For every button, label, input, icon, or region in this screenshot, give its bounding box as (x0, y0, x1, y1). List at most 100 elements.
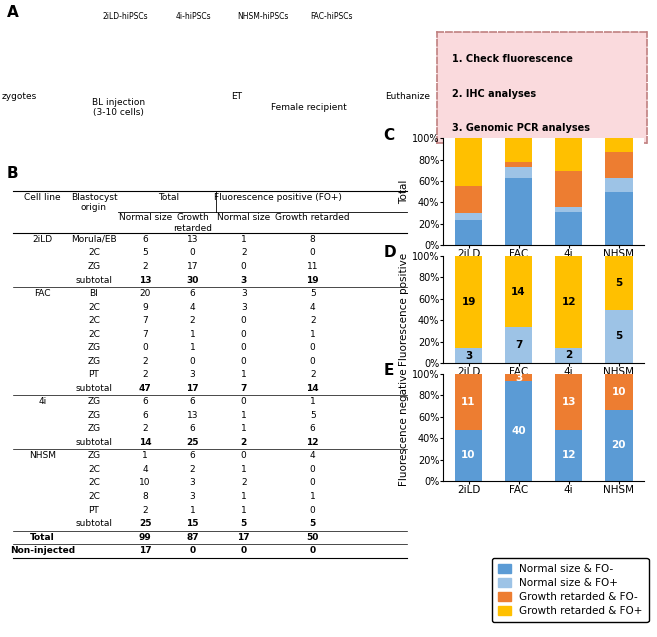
Text: 0: 0 (309, 546, 316, 555)
Text: 4: 4 (310, 452, 315, 461)
Text: 2C: 2C (88, 465, 100, 474)
Text: 13: 13 (187, 235, 198, 244)
Bar (555, 171, 583, 207)
Text: 1. Check fluorescence: 1. Check fluorescence (451, 54, 572, 64)
Text: 2: 2 (143, 370, 148, 379)
Text: 14: 14 (139, 438, 152, 447)
Bar (455, 256, 482, 348)
Text: B: B (7, 166, 18, 181)
Text: ET: ET (231, 92, 242, 101)
Bar (605, 374, 633, 410)
Bar (605, 138, 633, 152)
Text: C: C (384, 127, 394, 143)
Bar (605, 192, 633, 245)
Text: 25: 25 (139, 519, 152, 528)
Text: 6: 6 (143, 397, 148, 406)
Text: 0: 0 (310, 357, 315, 366)
Text: 7: 7 (143, 316, 148, 325)
Text: 2C: 2C (88, 248, 100, 257)
Text: Growth retarded: Growth retarded (275, 213, 350, 222)
Text: 5: 5 (615, 331, 622, 341)
Text: 30: 30 (187, 275, 198, 285)
Text: 0: 0 (241, 452, 246, 461)
Text: 5: 5 (309, 519, 316, 528)
Text: 2: 2 (143, 357, 148, 366)
Text: 15: 15 (186, 519, 199, 528)
Text: 17: 17 (186, 383, 199, 393)
Text: ZG: ZG (87, 357, 101, 366)
Text: 12: 12 (562, 450, 576, 461)
Text: 11: 11 (461, 397, 476, 407)
Text: 7: 7 (240, 383, 247, 393)
Bar (605, 256, 633, 310)
Y-axis label: Fluorescence positive: Fluorescence positive (399, 253, 409, 366)
Text: 5: 5 (310, 411, 315, 420)
Text: 20: 20 (139, 289, 151, 298)
Bar (505, 162, 532, 167)
Text: 6: 6 (190, 452, 195, 461)
Text: Cell line: Cell line (24, 193, 61, 202)
Text: zygotes: zygotes (2, 92, 37, 101)
Text: 2: 2 (143, 506, 148, 515)
Text: 2: 2 (190, 465, 195, 474)
Text: 0: 0 (241, 343, 246, 352)
Text: 17: 17 (187, 262, 198, 271)
Text: Pig embryo
(Day21-28): Pig embryo (Day21-28) (447, 98, 499, 117)
Text: subtotal: subtotal (76, 438, 112, 447)
Text: 2C: 2C (88, 478, 100, 487)
Text: 25: 25 (186, 438, 199, 447)
Text: 6: 6 (310, 424, 315, 433)
Text: 2: 2 (310, 316, 315, 325)
Text: BL injection
(3-10 cells): BL injection (3-10 cells) (92, 98, 145, 117)
Text: ZG: ZG (87, 411, 101, 420)
Text: 0: 0 (241, 316, 246, 325)
Text: 1: 1 (241, 465, 246, 474)
Text: 13: 13 (187, 411, 198, 420)
Text: 6: 6 (143, 235, 148, 244)
Text: 1: 1 (241, 506, 246, 515)
Text: 1: 1 (190, 343, 195, 352)
Bar (455, 348, 482, 363)
Text: 5: 5 (240, 519, 247, 528)
Text: Total: Total (30, 533, 55, 541)
Text: 1: 1 (241, 424, 246, 433)
Text: 0: 0 (310, 478, 315, 487)
Text: FAC: FAC (34, 289, 51, 298)
Text: 3: 3 (241, 303, 246, 311)
Bar (505, 178, 532, 245)
Y-axis label: Total: Total (399, 180, 409, 204)
Text: Non-injected: Non-injected (10, 546, 76, 555)
Bar (555, 429, 583, 481)
Text: 1: 1 (241, 411, 246, 420)
Bar (555, 212, 583, 245)
Text: subtotal: subtotal (76, 519, 112, 528)
Text: Fluorescence positive (FO+): Fluorescence positive (FO+) (214, 193, 342, 202)
Text: 87: 87 (186, 533, 199, 541)
Y-axis label: Fluorescence negative: Fluorescence negative (399, 369, 409, 486)
Text: FAC-hiPSCs: FAC-hiPSCs (311, 11, 353, 20)
Text: 2. IHC analyses: 2. IHC analyses (451, 89, 535, 99)
Text: 0: 0 (310, 506, 315, 515)
Text: 13: 13 (562, 397, 576, 407)
Text: 0: 0 (240, 546, 247, 555)
Text: 99: 99 (139, 533, 152, 541)
Text: 2: 2 (241, 478, 246, 487)
Text: NHSM: NHSM (29, 452, 57, 461)
Bar (505, 256, 532, 327)
Text: 3: 3 (240, 275, 247, 285)
Text: 12: 12 (306, 438, 319, 447)
Bar (505, 167, 532, 178)
Text: 0: 0 (190, 248, 195, 257)
Text: 3: 3 (190, 492, 195, 501)
Text: 17: 17 (237, 533, 250, 541)
Text: A: A (7, 5, 18, 20)
Bar (555, 256, 583, 348)
Bar (505, 138, 532, 162)
Text: 4: 4 (143, 465, 148, 474)
Text: 2C: 2C (88, 492, 100, 501)
Text: subtotal: subtotal (76, 275, 112, 285)
Text: 3: 3 (515, 373, 522, 383)
Text: BI: BI (89, 289, 99, 298)
Bar (605, 410, 633, 481)
Text: 1: 1 (143, 452, 148, 461)
